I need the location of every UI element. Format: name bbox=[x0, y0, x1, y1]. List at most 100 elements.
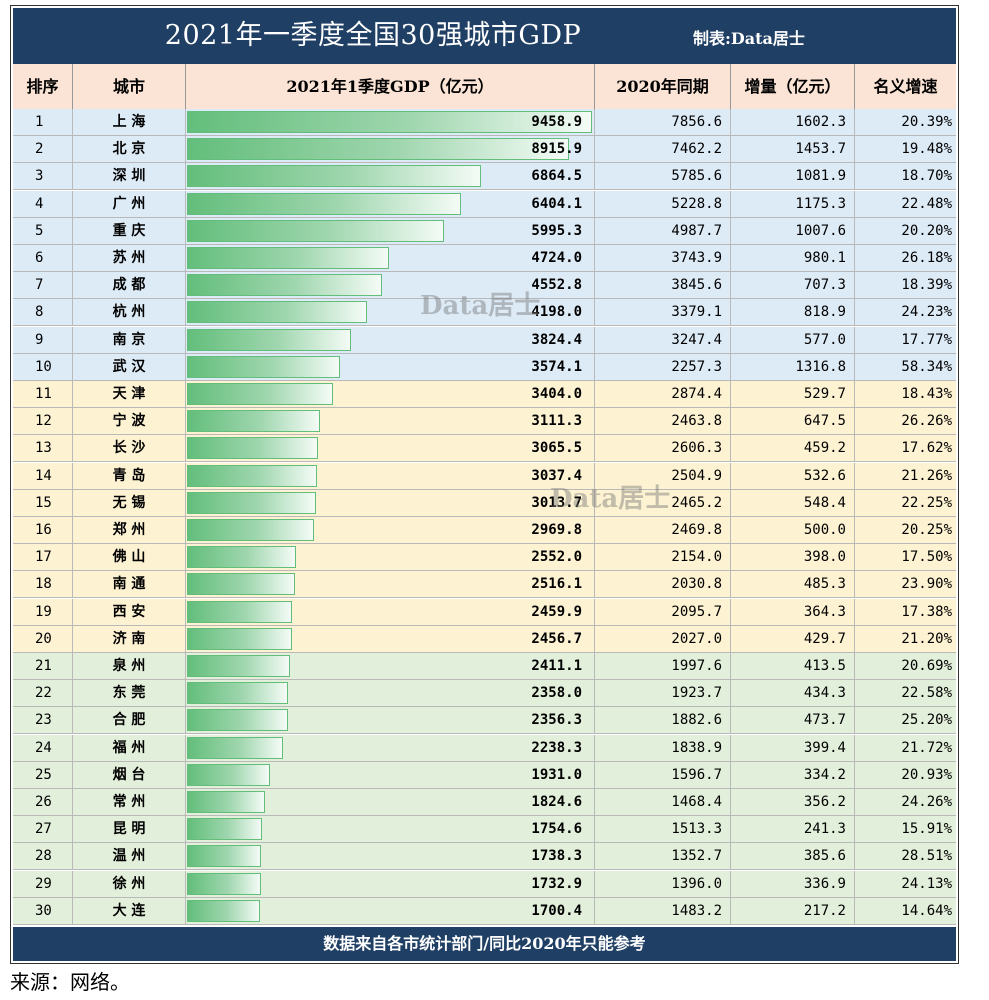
prev-cell: 1396.0 bbox=[595, 870, 731, 897]
table-row: 19 西 安 2459.9 2095.7 364.3 17.38% bbox=[13, 598, 956, 626]
increase-cell: 459.2 bbox=[731, 435, 855, 462]
table-row: 10 武 汉 3574.1 2257.3 1316.8 58.34% bbox=[13, 353, 956, 381]
watermark: Data居士 bbox=[420, 291, 541, 321]
gdp-value: 6404.1 bbox=[531, 195, 582, 212]
gdp-cell: 2356.3 bbox=[186, 707, 595, 734]
prev-cell: 4987.7 bbox=[595, 217, 731, 244]
city-cell: 宁 波 bbox=[73, 408, 186, 435]
gdp-value: 2356.3 bbox=[531, 712, 582, 729]
prev-cell: 1468.4 bbox=[595, 789, 731, 815]
prev-cell: 2154.0 bbox=[595, 544, 731, 571]
gdp-value: 5995.3 bbox=[531, 222, 582, 239]
growth-cell: 18.39% bbox=[901, 277, 952, 294]
increase-cell: 1316.8 bbox=[731, 353, 855, 380]
growth-cell: 20.25% bbox=[901, 522, 952, 538]
gdp-cell: 3013.7 bbox=[186, 489, 595, 516]
table-row: 22 东 莞 2358.0 1923.7 434.3 22.58% bbox=[13, 680, 956, 708]
gdp-cell: 2552.0 bbox=[186, 544, 595, 571]
col-header-gdp: 2021年1季度GDP（亿元） bbox=[186, 64, 595, 109]
table-row: 16 郑 州 2969.8 2469.8 500.0 20.25% bbox=[13, 517, 956, 544]
gdp-value: 1732.9 bbox=[531, 875, 582, 892]
city-cell: 上 海 bbox=[73, 109, 186, 135]
gdp-bar bbox=[187, 627, 293, 650]
rank-cell: 25 bbox=[13, 761, 73, 788]
gdp-value: 2358.0 bbox=[531, 685, 582, 702]
prev-cell: 1483.2 bbox=[595, 897, 731, 924]
growth-cell: 20.20% bbox=[901, 222, 952, 239]
prev-cell: 1513.3 bbox=[595, 816, 731, 843]
growth-cell: 19.48% bbox=[901, 141, 952, 158]
gdp-bar bbox=[187, 519, 315, 541]
rank-cell: 15 bbox=[13, 489, 73, 516]
gdp-cell: 8915.9 bbox=[186, 136, 595, 163]
city-cell: 武 汉 bbox=[73, 353, 186, 380]
gdp-value: 3404.0 bbox=[531, 386, 582, 402]
gdp-cell: 3037.4 bbox=[186, 462, 595, 489]
table-row: 28 温 州 1738.3 1352.7 385.6 28.51% bbox=[13, 843, 956, 871]
city-cell: 苏 州 bbox=[73, 245, 186, 271]
growth-cell: 20.39% bbox=[901, 114, 952, 130]
increase-cell: 1175.3 bbox=[731, 190, 855, 217]
gdp-cell: 1931.0 bbox=[186, 761, 595, 788]
gdp-bar bbox=[187, 600, 293, 623]
increase-cell: 485.3 bbox=[731, 571, 855, 598]
gdp-cell: 2456.7 bbox=[186, 625, 595, 652]
increase-cell: 473.7 bbox=[731, 707, 855, 734]
gdp-bar bbox=[187, 111, 592, 133]
table-row: 20 济 南 2456.7 2027.0 429.7 21.20% bbox=[13, 625, 956, 653]
rank-cell: 7 bbox=[13, 272, 73, 299]
city-cell: 北 京 bbox=[73, 136, 186, 163]
prev-cell: 2257.3 bbox=[595, 353, 731, 380]
table-row: 15 无 锡 3013.7 2465.2 548.4 22.25% bbox=[13, 489, 956, 517]
gdp-value: 4552.8 bbox=[531, 277, 582, 294]
increase-cell: 500.0 bbox=[731, 517, 855, 543]
gdp-value: 2238.3 bbox=[531, 739, 582, 756]
rank-cell: 10 bbox=[13, 353, 73, 380]
prev-cell: 1923.7 bbox=[595, 680, 731, 707]
growth-cell: 23.90% bbox=[901, 576, 952, 593]
growth-cell: 14.64% bbox=[901, 902, 952, 919]
prev-cell: 3247.4 bbox=[595, 326, 731, 353]
gdp-value: 1754.6 bbox=[531, 821, 582, 838]
growth-cell: 24.13% bbox=[901, 875, 952, 892]
city-cell: 南 通 bbox=[73, 571, 186, 598]
increase-cell: 241.3 bbox=[731, 816, 855, 843]
rank-cell: 14 bbox=[13, 462, 73, 489]
increase-cell: 217.2 bbox=[731, 897, 855, 924]
prev-cell: 2469.8 bbox=[595, 517, 731, 543]
gdp-bar bbox=[187, 573, 295, 596]
rank-cell: 22 bbox=[13, 680, 73, 707]
rank-cell: 18 bbox=[13, 571, 73, 598]
growth-cell: 26.18% bbox=[901, 250, 952, 266]
rank-cell: 11 bbox=[13, 381, 73, 407]
gdp-bar bbox=[187, 546, 297, 569]
gdp-value: 8915.9 bbox=[531, 141, 582, 158]
gdp-cell: 6404.1 bbox=[186, 190, 595, 217]
gdp-cell: 3111.3 bbox=[186, 408, 595, 435]
growth-cell: 15.91% bbox=[901, 821, 952, 838]
increase-cell: 707.3 bbox=[731, 272, 855, 299]
gdp-bar bbox=[187, 247, 390, 269]
gdp-cell: 1732.9 bbox=[186, 870, 595, 897]
city-cell: 大 连 bbox=[73, 897, 186, 924]
prev-cell: 3845.6 bbox=[595, 272, 731, 299]
rank-cell: 26 bbox=[13, 789, 73, 815]
gdp-bar bbox=[187, 791, 266, 813]
growth-cell: 17.62% bbox=[901, 440, 952, 457]
increase-cell: 529.7 bbox=[731, 381, 855, 407]
city-cell: 杭 州 bbox=[73, 299, 186, 326]
prev-cell: 3743.9 bbox=[595, 245, 731, 271]
increase-cell: 356.2 bbox=[731, 789, 855, 815]
table-row: 25 烟 台 1931.0 1596.7 334.2 20.93% bbox=[13, 761, 956, 789]
growth-cell: 22.25% bbox=[901, 494, 952, 511]
city-cell: 郑 州 bbox=[73, 517, 186, 543]
increase-cell: 398.0 bbox=[731, 544, 855, 571]
gdp-bar bbox=[187, 355, 341, 378]
city-cell: 广 州 bbox=[73, 190, 186, 217]
growth-cell: 17.38% bbox=[901, 603, 952, 620]
gdp-bar bbox=[187, 328, 351, 351]
